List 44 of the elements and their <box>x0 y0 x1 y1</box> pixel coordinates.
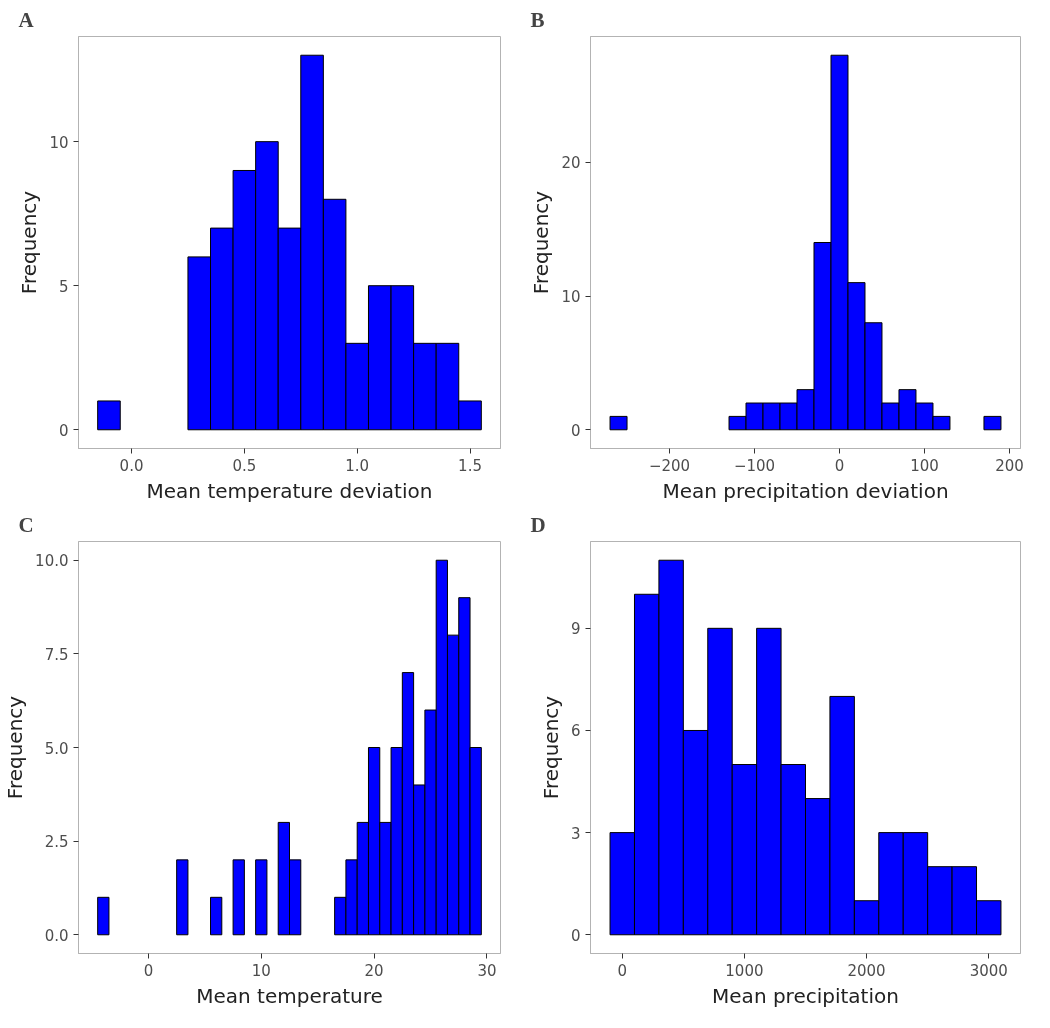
y-tick-label: 5.0 <box>44 739 69 758</box>
x-axis-title: Mean precipitation <box>712 983 899 1008</box>
x-tick-label: 1.5 <box>458 456 482 475</box>
x-tick-label: 1000 <box>725 961 764 980</box>
x-tick-label: 0.5 <box>232 456 257 475</box>
y-tick-label: 0 <box>58 421 69 440</box>
x-tick-label: 3000 <box>969 961 1008 980</box>
x-axis-title: Mean temperature deviation <box>146 478 433 503</box>
y-tick-label: 20 <box>561 154 581 173</box>
x-tick-label: 0 <box>617 961 628 980</box>
y-tick-label: 0.0 <box>44 926 69 945</box>
y-tick-label: 0 <box>570 926 581 945</box>
y-tick-label: 9 <box>570 620 581 639</box>
chart-title: A <box>18 7 35 32</box>
y-tick-label: 10 <box>49 133 69 152</box>
x-tick-label: 1.0 <box>345 456 370 475</box>
y-tick-label: 2.5 <box>44 833 69 852</box>
x-tick-label: 0 <box>834 456 845 475</box>
x-tick-label: 100 <box>910 456 939 475</box>
y-tick-label: 0 <box>570 421 581 440</box>
y-axis-title: Frequency <box>17 190 42 295</box>
x-tick-label: 2000 <box>847 961 886 980</box>
x-tick-label: 10 <box>251 961 271 980</box>
x-tick-label: 20 <box>364 961 384 980</box>
x-tick-label: 0.0 <box>119 456 144 475</box>
x-tick-label: −200 <box>648 456 691 475</box>
y-tick-label: 6 <box>570 722 581 741</box>
y-tick-label: 3 <box>570 824 581 843</box>
chart-title: C <box>18 512 34 537</box>
y-axis-title: Frequency <box>529 190 554 295</box>
x-axis-title: Mean temperature <box>196 983 383 1008</box>
y-tick-label: 10 <box>561 288 581 307</box>
x-tick-label: 200 <box>995 456 1024 475</box>
y-tick-label: 5 <box>58 277 69 296</box>
x-tick-label: 0 <box>143 961 154 980</box>
chart-title: D <box>530 512 546 537</box>
chart-title: B <box>530 7 545 32</box>
x-axis-title: Mean precipitation deviation <box>662 478 949 503</box>
x-tick-label: −100 <box>733 456 776 475</box>
y-tick-label: 10.0 <box>35 552 69 571</box>
y-axis-title: Frequency <box>538 695 563 800</box>
y-tick-label: 7.5 <box>44 645 69 664</box>
y-axis-title: Frequency <box>3 695 28 800</box>
x-tick-label: 30 <box>477 961 497 980</box>
